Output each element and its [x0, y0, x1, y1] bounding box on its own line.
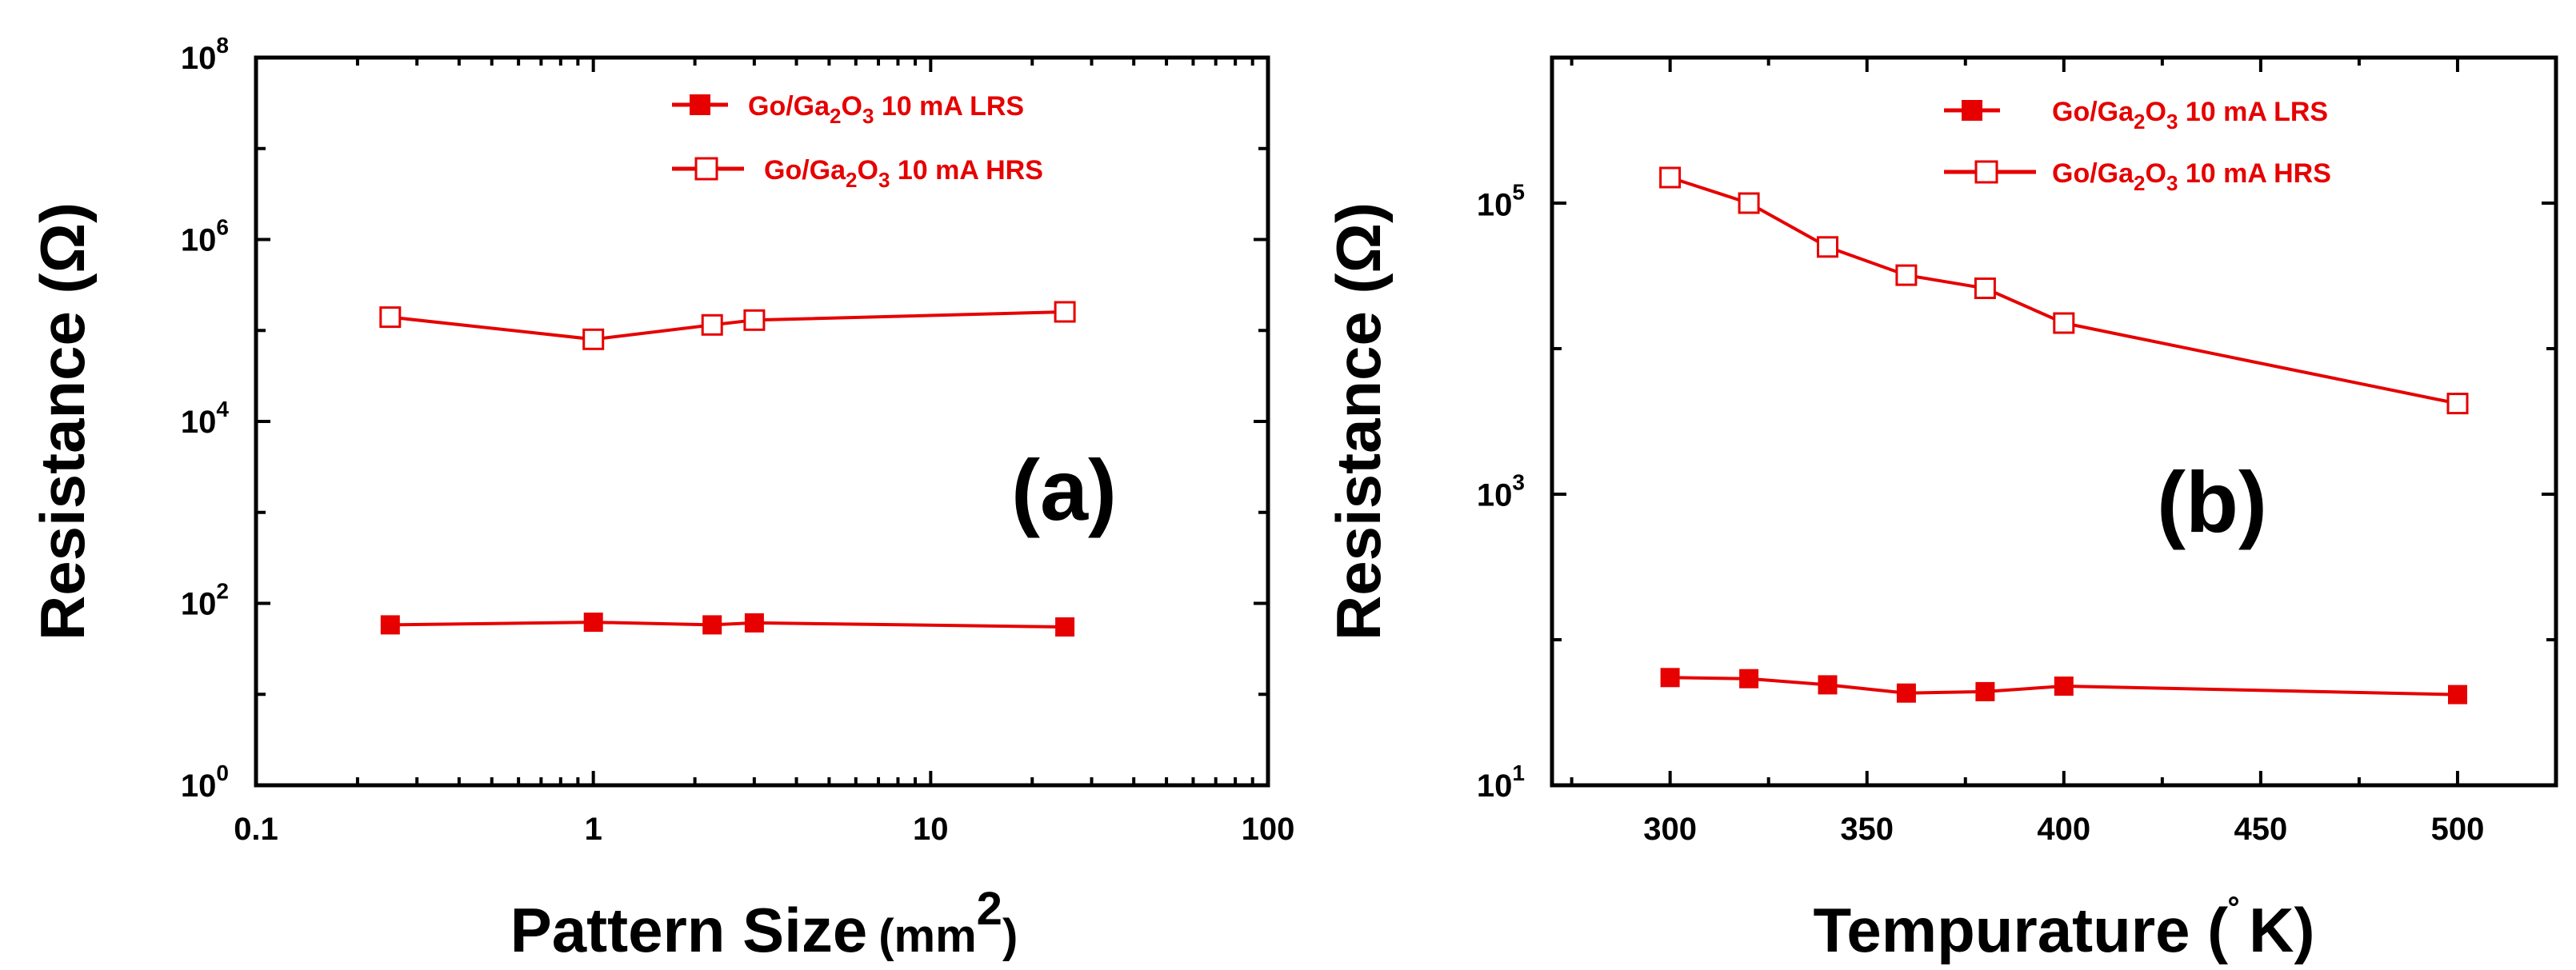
panel-b-data-point-hrs — [2053, 312, 2075, 334]
panel-a-tick-marks — [254, 56, 1270, 787]
panel-b-series — [1659, 166, 2469, 705]
panel-a-data-point-hrs — [743, 309, 766, 331]
panel-a-x-tick-label: 100 — [1242, 812, 1295, 847]
panel-a-legend: Go/Ga2O3 10 mA LRS Go/Ga2O3 10 mA HRS — [672, 91, 1043, 192]
panel-b-legend: Go/Ga2O3 10 mA LRS Go/Ga2O3 10 mA HRS — [1944, 97, 2331, 195]
panel-a-data-point-lrs — [380, 615, 400, 635]
panel-b-data-point-lrs — [1660, 668, 1680, 688]
panel-b-data-point-hrs — [1738, 192, 1760, 214]
panel-b-data-point-lrs — [1818, 675, 1838, 695]
panel-b-x-tick-label: 350 — [1840, 812, 1894, 847]
panel-b-data-point-hrs — [1817, 236, 1838, 258]
panel-b-x-tick-label: 500 — [2431, 812, 2485, 847]
panel-a-series-line-hrs — [390, 310, 1066, 341]
panel-b-plot-frame — [1550, 55, 2558, 788]
panel-b-data-point-lrs — [1739, 669, 1759, 689]
panel-b-x-tick-label: 300 — [1643, 812, 1697, 847]
panel-a-series-line-lrs — [390, 621, 1066, 629]
panel-a-series — [379, 301, 1076, 637]
panel-b-y-tick-label: 103 — [1477, 470, 1525, 513]
panel-b-x-tick-label: 400 — [2037, 812, 2090, 847]
panel-b-x-tick-label: 450 — [2234, 812, 2288, 847]
panel-a-legend-marker-hrs — [694, 157, 718, 181]
panel-b-legend-marker-hrs — [1974, 160, 1998, 184]
panel-b-y-axis-title: Resistance (Ω) — [1323, 202, 1394, 641]
panel-b-legend-label-hrs: Go/Ga2O3 10 mA HRS — [2052, 158, 2331, 195]
panel-a-data-point-hrs — [582, 328, 605, 350]
panel-b-y-tick-label: 101 — [1477, 760, 1525, 804]
panel-b-data-point-hrs — [2446, 393, 2469, 415]
panel-a-data-point-hrs — [379, 306, 402, 329]
panel-a-label: (a) — [1011, 441, 1117, 538]
panel-b-legend-label-lrs: Go/Ga2O3 10 mA LRS — [2052, 97, 2328, 134]
panel-a-y-tick-label: 102 — [181, 579, 229, 622]
panel-b-data-point-hrs — [1659, 166, 1682, 189]
panel-a-y-axis-title: Resistance (Ω) — [27, 202, 98, 641]
panel-a-data-point-lrs — [702, 615, 722, 635]
panel-b-legend-marker-lrs — [1962, 100, 1982, 121]
panel-b-data-point-lrs — [2448, 685, 2467, 705]
panel-a-legend-label-lrs: Go/Ga2O3 10 mA LRS — [748, 91, 1024, 128]
panel-a-data-point-hrs — [1054, 301, 1076, 323]
panel-b-y-tick-label: 105 — [1477, 179, 1525, 222]
panel-b-data-point-hrs — [1895, 264, 1918, 286]
panel-b-series-line-hrs — [1669, 176, 2458, 405]
panel-a-y-tick-label: 108 — [181, 33, 229, 76]
panel-b-label: (b) — [2157, 453, 2267, 550]
panel-b: 300 350 400 450 500 101 103 105 Tempurat… — [1323, 55, 2558, 965]
panel-a-data-point-hrs — [701, 313, 723, 336]
panel-a-data-point-lrs — [744, 613, 764, 633]
panel-b-data-point-hrs — [1974, 277, 1996, 299]
panel-a-y-tick-label: 104 — [181, 397, 230, 440]
panel-a-legend-marker-lrs — [690, 94, 710, 115]
panel-a-data-point-lrs — [583, 613, 603, 633]
panel-b-data-point-lrs — [2054, 677, 2074, 696]
panel-a-x-tick-label: 1 — [585, 812, 602, 847]
panel-a-x-axis-title: Pattern Size (mm2) — [510, 883, 1018, 965]
panel-a-legend-label-hrs: Go/Ga2O3 10 mA HRS — [764, 155, 1043, 192]
panel-a-x-tick-label: 0.1 — [234, 812, 278, 847]
panel-b-x-axis-title: Tempurature (˚ K) — [1814, 894, 2315, 965]
panel-a-y-tick-label: 100 — [181, 760, 229, 804]
panel-b-data-point-lrs — [1975, 681, 1995, 701]
panel-a-plot-frame — [254, 55, 1270, 788]
panel-b-data-point-lrs — [1896, 683, 1916, 703]
panel-a: 0.1 1 10 100 100 102 104 106 108 Pattern… — [27, 33, 1294, 965]
panel-a-x-tick-label: 10 — [913, 812, 949, 847]
panel-b-tick-marks — [1552, 56, 2558, 787]
panel-a-data-point-lrs — [1055, 617, 1075, 637]
panel-a-y-tick-label: 106 — [181, 215, 229, 258]
